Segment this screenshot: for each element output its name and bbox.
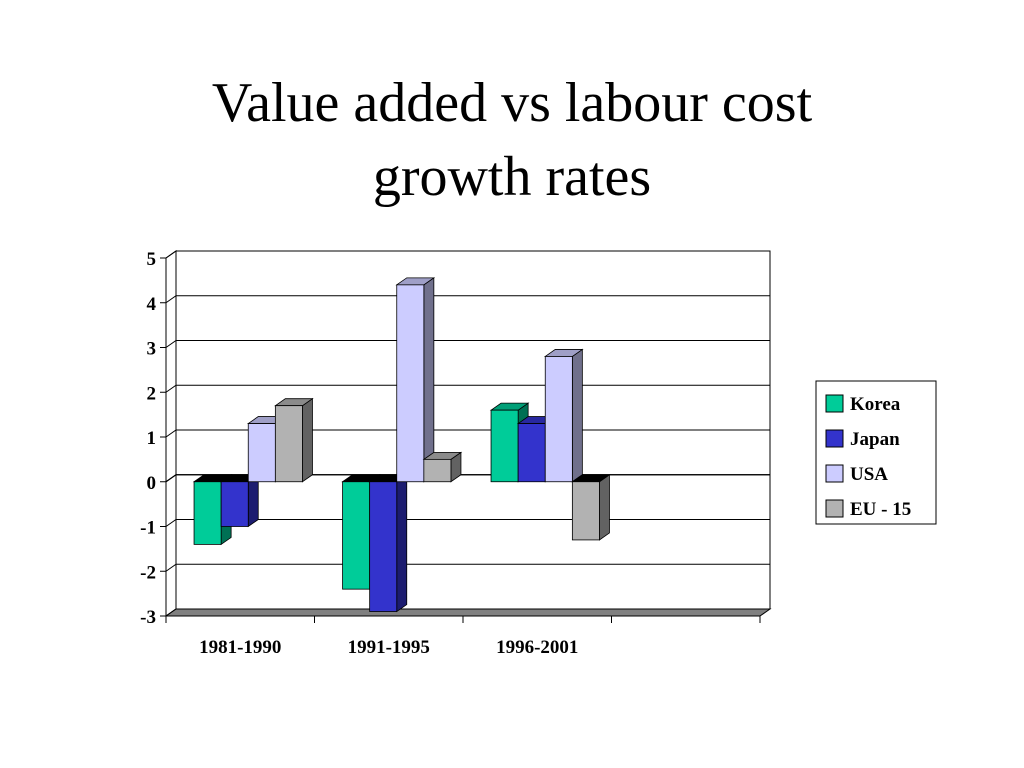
bar-front [193,481,222,545]
bar-side [423,277,435,483]
bar-side [599,473,610,541]
bar-side [571,348,583,483]
gridlines [165,250,770,617]
slide-title-line-1: Value added vs labour cost [211,72,813,134]
legend-swatch [825,394,844,413]
legend-label: EU - 15 [850,499,911,520]
bar-front [517,423,546,483]
gridline [165,250,770,259]
bar-front [342,481,371,590]
y-tick-label: -2 [140,562,156,583]
bar-front [220,481,249,527]
bar-front [490,409,519,483]
legend: Korea Japan USA EU - 15 [815,380,937,525]
bar-front [369,481,398,612]
legend-label: USA [850,464,888,485]
y-axis: 5 4 3 2 1 0 -1 -2 -3 [140,249,167,628]
y-tick-label: 3 [147,339,157,360]
slide-title: Value added vs labour cost growth rates [0,66,1024,214]
gridline [165,563,770,572]
x-tick-label: 1996-2001 [496,637,578,658]
y-tick-label: -1 [140,518,156,539]
bar [219,473,260,528]
bar-side [396,473,408,613]
y-tick-label: 5 [147,249,157,270]
legend-swatch [825,499,844,518]
gridline [165,608,770,617]
y-tick-label: 1 [147,428,157,449]
y-tick-label: 0 [147,473,157,494]
legend-swatch [825,429,844,448]
bar-front [571,481,600,541]
x-tick-label: 1981-1990 [199,637,281,658]
y-tick-label: -3 [140,607,156,628]
bar-front [544,356,573,483]
bar [395,277,436,483]
bars [192,277,611,613]
x-axis: 1981-1990 1991-1995 1996-2001 [165,474,770,658]
bar-front [247,423,276,483]
legend-swatch [825,464,844,483]
bar [368,473,409,613]
bar-side [247,473,259,528]
slide-title-line-2: growth rates [372,146,652,208]
gridline [165,295,770,304]
bar [274,397,314,483]
floor [164,608,772,617]
gridline [165,340,770,348]
y-tick-label: 4 [147,294,157,315]
y-tick-label: 2 [147,383,157,404]
bar-front [396,284,425,483]
bar-side [302,397,313,483]
bar [571,473,611,541]
bar-front [274,405,303,483]
legend-label: Korea [850,394,901,415]
bar [422,451,463,483]
bar-front [423,458,452,483]
bar [543,348,584,483]
legend-label: Japan [850,429,900,450]
x-tick-label: 1991-1995 [348,637,430,658]
